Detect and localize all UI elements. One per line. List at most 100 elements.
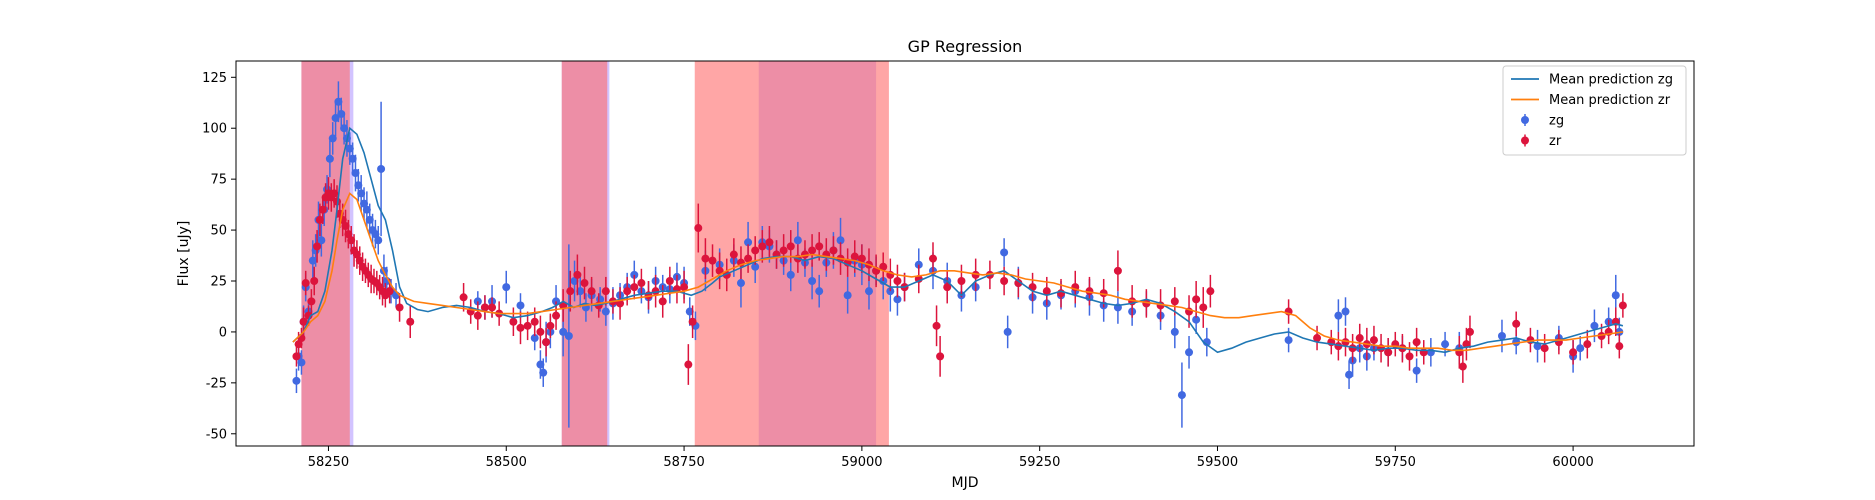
zr-point [850, 252, 859, 261]
zr-point [758, 242, 767, 251]
zg-point [382, 277, 391, 285]
legend-point-swatch [1521, 136, 1529, 145]
zg-point [334, 97, 343, 106]
zr-point [1412, 338, 1421, 347]
zr-point [385, 287, 394, 296]
zg-point [340, 124, 349, 133]
zr-point [684, 360, 693, 369]
y-tick-label: 125 [202, 71, 227, 86]
zg-point [536, 360, 545, 369]
zr-point [1540, 344, 1549, 353]
x-axis-ticks: 58250 58500 58750 59000 59250 59500 59750 60000 [308, 446, 1594, 470]
zr-point [1405, 352, 1414, 361]
y-tick-label: 50 [210, 224, 227, 239]
shaded-region-zr-5 [694, 61, 889, 446]
zr-point [542, 338, 551, 347]
zr-point [1465, 327, 1474, 336]
x-tick-label: 58500 [486, 455, 527, 470]
zg-point [793, 236, 802, 245]
zg-point [559, 327, 568, 336]
y-tick-label: 100 [202, 122, 227, 137]
zg-point [893, 295, 902, 304]
y-tick-label: -25 [206, 376, 227, 391]
zr-point [765, 238, 774, 247]
legend-label: zr [1549, 134, 1562, 149]
x-tick-label: 59750 [1375, 455, 1416, 470]
legend-point-swatch [1521, 116, 1529, 124]
zr-point [1583, 340, 1592, 349]
zr-point [957, 277, 966, 285]
zg-point [744, 238, 753, 247]
zg-point [345, 144, 354, 153]
zg-point [354, 181, 363, 190]
zr-point [1369, 336, 1378, 345]
zr-point [480, 303, 489, 312]
zr-point [928, 254, 937, 263]
zr-point [680, 283, 689, 292]
x-tick-label: 59250 [1019, 455, 1060, 470]
zg-point [371, 230, 380, 239]
zr-point [552, 311, 561, 320]
zg-point [564, 332, 573, 340]
zg-point [1177, 391, 1186, 400]
zr-point [701, 254, 710, 263]
zr-point [523, 321, 532, 330]
zr-point [313, 242, 322, 251]
line-mean-prediction-zg [292, 126, 1624, 354]
zr-point [1569, 348, 1578, 357]
zg-point [1611, 291, 1620, 300]
y-tick-label: -50 [206, 427, 227, 442]
zr-point [530, 317, 539, 326]
zg-point [1003, 327, 1012, 336]
zr-point [352, 250, 361, 259]
y-axis-label: Flux [uJy] [176, 221, 192, 287]
zr-point [857, 254, 866, 263]
zr-point [1042, 287, 1051, 296]
legend-label: Mean prediction zr [1549, 93, 1671, 108]
zg-point [308, 256, 317, 265]
zr-point [573, 270, 582, 279]
zg-point [325, 154, 334, 163]
zr-point [330, 189, 339, 198]
zr-point [623, 287, 632, 296]
zr-point [341, 222, 350, 230]
zg-point [1192, 315, 1201, 324]
zr-point [688, 317, 697, 326]
series-zg [292, 81, 1624, 428]
zg-point [357, 189, 366, 198]
zg-point [362, 205, 371, 214]
zg-point [348, 154, 357, 163]
zg-point [365, 215, 374, 224]
zr-point [1458, 362, 1467, 371]
zr-point [936, 352, 945, 361]
zr-point [1192, 295, 1201, 304]
zr-point [318, 205, 327, 214]
x-tick-label: 59000 [841, 455, 882, 470]
zg-point [516, 301, 525, 310]
zg-point [1412, 366, 1421, 375]
zg-point [331, 114, 340, 123]
zg-point [751, 262, 760, 271]
zr-point [1384, 348, 1393, 357]
zg-point [328, 134, 337, 143]
series-zr [292, 177, 1627, 385]
zr-point [299, 317, 308, 326]
zr-point [879, 262, 888, 271]
shaded-regions [301, 61, 889, 446]
zr-point [744, 254, 753, 263]
zr-point [546, 321, 555, 330]
legend: Mean prediction zg Mean prediction zr zg zr [1502, 65, 1687, 156]
zg-point [1000, 248, 1009, 257]
zr-point [516, 323, 525, 332]
zg-point [836, 236, 845, 245]
zr-point [751, 246, 760, 255]
zg-point [1590, 321, 1599, 330]
zr-point [1355, 334, 1364, 343]
zg-point [360, 199, 369, 208]
zg-point [1426, 348, 1435, 357]
zr-point [355, 256, 364, 265]
legend-label: zg [1549, 114, 1564, 129]
zr-point [708, 256, 717, 265]
zg-point [374, 236, 383, 245]
zg-point [530, 334, 539, 343]
